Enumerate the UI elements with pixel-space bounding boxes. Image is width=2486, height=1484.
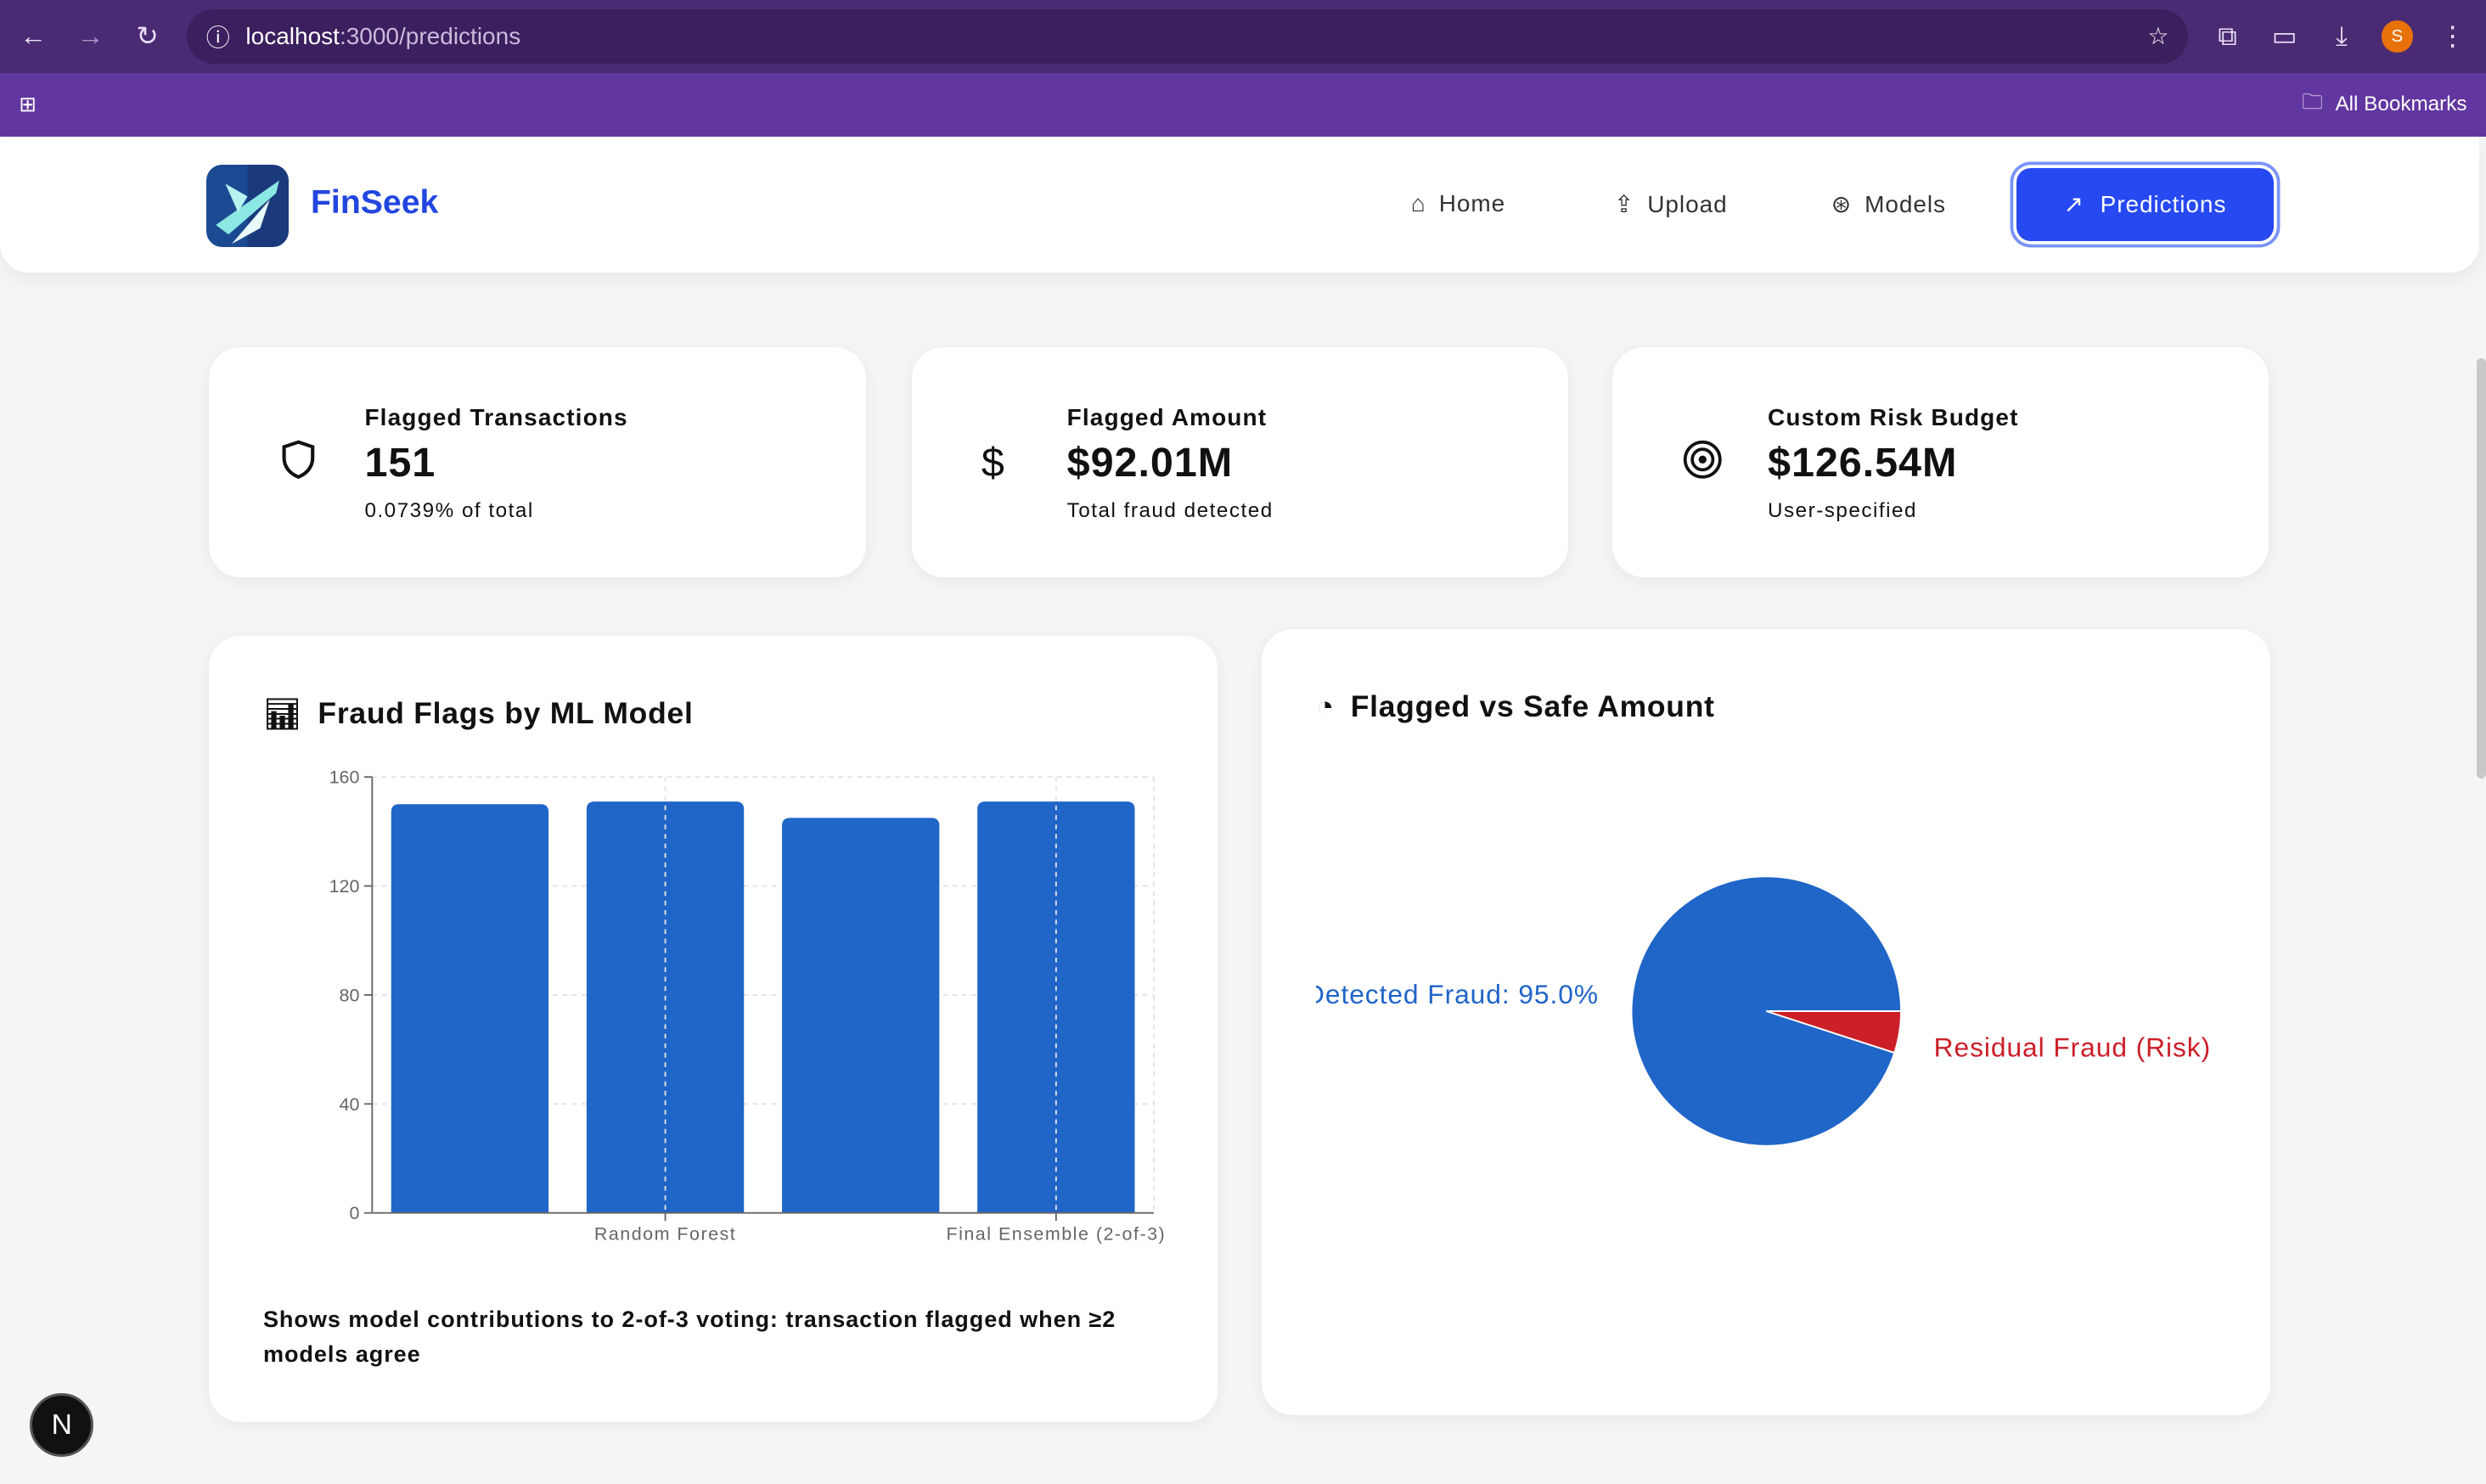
stat-label: Flagged Amount xyxy=(1066,404,1268,431)
pie-chart: Detected Fraud: 95.0% Residual Fraud (Ris… xyxy=(1316,875,2210,1147)
reload-icon[interactable]: ↻ xyxy=(136,20,159,52)
x-tick-label: Final Ensemble (2-of-3) xyxy=(947,1223,1167,1244)
y-tick-label: 80 xyxy=(340,985,360,1005)
stat-card-flagged-transactions: Flagged Transactions 151 0.0739% of tota… xyxy=(209,346,866,577)
stat-sub: User-specified xyxy=(1768,499,1918,523)
apps-icon[interactable]: ⊞ xyxy=(19,93,37,117)
y-tick-label: 40 xyxy=(340,1094,360,1115)
star-icon[interactable]: ☆ xyxy=(2147,23,2169,50)
pie-chart-panel: ◔ Flagged vs Safe Amount Detected Fraud: … xyxy=(1262,629,2270,1416)
bar-chart-caption: Shows model contributions to 2-of-3 voti… xyxy=(262,1306,1116,1368)
pie-label: Detected Fraud: 95.0% xyxy=(1316,979,1599,1009)
address-bar[interactable]: ⓘ localhost:3000/predictions ☆ xyxy=(187,9,2188,64)
nextjs-dev-badge[interactable]: N xyxy=(30,1393,94,1458)
bar-chart-icon: 📊︎ xyxy=(262,696,302,731)
dollar-icon: $ xyxy=(981,440,1004,486)
site-info-icon[interactable]: ⓘ xyxy=(205,24,230,51)
profile-avatar[interactable]: S xyxy=(2381,20,2414,53)
stat-label: Flagged Transactions xyxy=(364,404,628,431)
nav-predictions[interactable]: ↗ Predictions xyxy=(2016,167,2274,241)
stat-sub: Total fraud detected xyxy=(1066,499,1274,523)
upload-icon: ⇪ xyxy=(1613,191,1635,218)
x-tick-label: Random Forest xyxy=(594,1223,736,1244)
top-nav: FinSeek ⌂ Home ⇪ Upload ⊛ Models ↗ Predictio… xyxy=(0,136,2480,273)
pie-slice xyxy=(1765,1010,1902,1054)
bar-chart-panel: 📊︎ Fraud Flags by ML Model 0 40 80 120 160 Ran… xyxy=(209,635,1218,1422)
nav-predictions-label: Predictions xyxy=(2100,190,2227,217)
stat-value: $126.54M xyxy=(1768,440,1958,486)
stat-card-risk-budget: Custom Risk Budget $126.54M User-specifi… xyxy=(1612,346,2269,577)
pie-chart-icon: ◔ xyxy=(1315,689,1336,724)
forward-icon[interactable]: → xyxy=(76,20,104,52)
brand-name[interactable]: FinSeek xyxy=(310,183,439,221)
stat-value: $92.01M xyxy=(1066,440,1234,486)
extensions-icon[interactable]: ⧉ xyxy=(2218,20,2237,51)
stat-card-flagged-amount: $ Flagged Amount $92.01M Total fraud det… xyxy=(911,346,1568,577)
cast-icon[interactable]: ▭ xyxy=(2271,20,2298,52)
bar xyxy=(782,818,940,1213)
nav-upload[interactable]: ⇪ Upload xyxy=(1614,190,1728,218)
pie-chart-title-text: Flagged vs Safe Amount xyxy=(1350,689,1715,724)
bookmarks-bar: ⊞ 🗀 All Bookmarks xyxy=(0,72,2486,137)
pie-chart-title: ◔ Flagged vs Safe Amount xyxy=(1316,689,1715,724)
download-icon[interactable]: ⤓ xyxy=(2335,20,2348,51)
stat-value: 151 xyxy=(364,440,436,486)
pie-label: Residual Fraud (Risk) xyxy=(1933,1032,2210,1063)
nav-home[interactable]: ⌂ Home xyxy=(1411,190,1505,217)
stat-sub: 0.0739% of total xyxy=(364,499,534,523)
trending-up-icon: ↗ xyxy=(2063,191,2084,218)
home-icon: ⌂ xyxy=(1410,190,1426,217)
menu-icon[interactable]: ⋮ xyxy=(2438,20,2466,52)
back-icon[interactable]: ← xyxy=(20,20,48,52)
url-path: :3000/predictions xyxy=(339,22,521,49)
all-bookmarks[interactable]: All Bookmarks xyxy=(2335,93,2467,116)
brain-icon: ⊛ xyxy=(1831,191,1853,218)
scrollbar[interactable] xyxy=(2476,358,2486,779)
y-tick-label: 0 xyxy=(350,1203,360,1223)
folder-icon: 🗀 xyxy=(2302,90,2323,114)
stat-label: Custom Risk Budget xyxy=(1768,404,2019,431)
bar-chart: 0 40 80 120 160 Random Forest Final Ensemble (… xyxy=(329,767,1167,1244)
finseek-logo[interactable] xyxy=(205,165,289,248)
bar xyxy=(391,804,549,1213)
nav-home-label: Home xyxy=(1438,190,1506,217)
nav-models[interactable]: ⊛ Models xyxy=(1831,190,1946,218)
browser-toolbar: ← → ↻ ⓘ localhost:3000/predictions ☆ ⧉ ▭… xyxy=(0,0,2486,73)
target-icon xyxy=(1682,439,1724,491)
shield-icon xyxy=(279,439,318,491)
nav-upload-label: Upload xyxy=(1647,190,1728,217)
y-tick-label: 160 xyxy=(329,767,360,787)
nav-models-label: Models xyxy=(1864,190,1946,217)
bar-chart-title: 📊︎ Fraud Flags by ML Model xyxy=(263,696,694,732)
y-tick-label: 120 xyxy=(329,876,360,897)
url-host: localhost xyxy=(245,22,340,49)
bar-chart-title-text: Fraud Flags by ML Model xyxy=(318,696,694,731)
